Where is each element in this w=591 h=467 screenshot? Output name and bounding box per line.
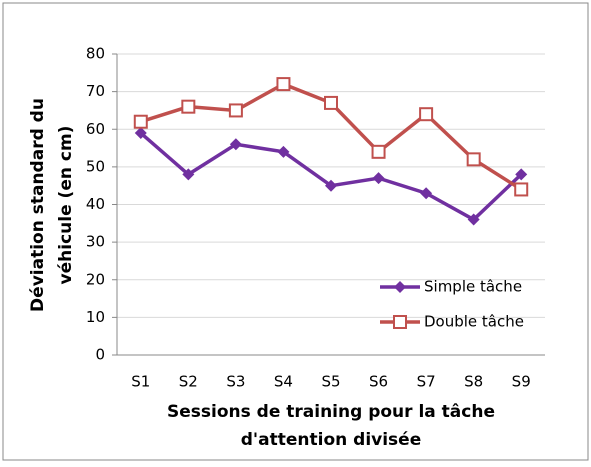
y-tick-label: 50: [86, 157, 105, 175]
x-tick-label: S2: [179, 373, 198, 391]
point: [393, 315, 407, 329]
point: [276, 77, 291, 92]
point: [371, 144, 386, 159]
point: [325, 179, 337, 192]
x-tick-label: S9: [512, 373, 531, 391]
point: [419, 107, 434, 122]
y-tick-label: 30: [86, 233, 105, 251]
x-tick-label: S7: [417, 373, 436, 391]
point: [277, 145, 290, 158]
x-tick-label: S3: [226, 373, 245, 391]
chart-frame: [2, 2, 589, 461]
point: [466, 152, 481, 167]
point: [467, 213, 480, 226]
point: [514, 182, 529, 197]
x-axis-label: d'attention divisée: [241, 430, 421, 450]
y-axis-label: Déviation standard du: [28, 98, 48, 312]
point: [134, 127, 147, 140]
point: [515, 168, 528, 181]
legend-label: Double tâche: [424, 313, 524, 331]
point: [181, 99, 196, 114]
point: [420, 187, 433, 200]
y-axis-label: véhicule (en cm): [56, 126, 76, 285]
x-axis-label: Sessions de training pour la tâche: [167, 402, 495, 422]
x-tick-label: S6: [369, 373, 388, 391]
y-tick-label: 80: [86, 45, 105, 63]
point: [133, 114, 148, 129]
point: [182, 168, 195, 181]
y-tick-label: 40: [86, 195, 105, 213]
point: [229, 138, 242, 151]
x-tick-label: S5: [321, 373, 340, 391]
y-tick-label: 60: [86, 120, 105, 138]
point: [324, 95, 338, 110]
point: [394, 281, 406, 293]
x-tick-label: S4: [274, 373, 293, 391]
point: [228, 103, 243, 118]
x-tick-label: S1: [131, 373, 150, 391]
y-tick-label: 20: [86, 270, 105, 288]
y-tick-label: 10: [86, 308, 105, 326]
point: [372, 172, 385, 185]
legend-label: Simple tâche: [424, 278, 522, 296]
y-tick-label: 70: [86, 82, 105, 100]
x-tick-label: S8: [464, 373, 483, 391]
y-tick-label: 0: [95, 346, 105, 364]
